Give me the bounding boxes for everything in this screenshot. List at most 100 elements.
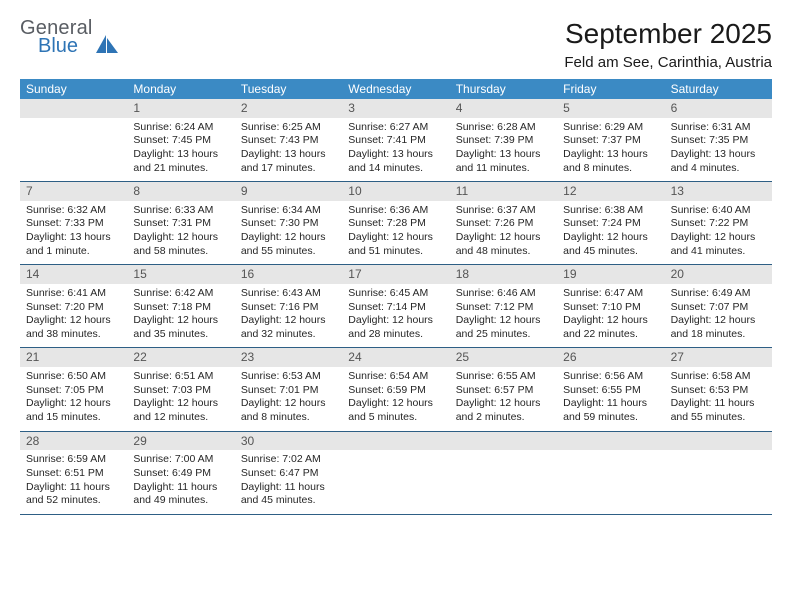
calendar-cell: 14 Sunrise: 6:41 AMSunset: 7:20 PMDayligh…: [20, 265, 127, 348]
sunrise-text: Sunrise: 6:34 AM: [241, 204, 336, 218]
sunrise-text: Sunrise: 6:28 AM: [456, 121, 551, 135]
calendar-cell: 6Sunrise: 6:31 AMSunset: 7:35 PMDaylight…: [665, 99, 772, 182]
day-number: 17: [342, 265, 449, 284]
sunset-text: Sunset: 7:10 PM: [563, 301, 658, 315]
calendar-cell: 17Sunrise: 6:45 AMSunset: 7:14 PMDayligh…: [342, 265, 449, 348]
logo-mark-icon: [95, 32, 119, 54]
day-number: 11: [450, 182, 557, 201]
sunset-text: Sunset: 7:16 PM: [241, 301, 336, 315]
weekday-label: Thursday: [450, 79, 557, 99]
daylight-text: Daylight: 12 hours and 28 minutes.: [348, 314, 443, 341]
daylight-text: Daylight: 12 hours and 51 minutes.: [348, 231, 443, 258]
daylight-text: Daylight: 12 hours and 58 minutes.: [133, 231, 228, 258]
daylight-text: Daylight: 12 hours and 15 minutes.: [26, 397, 121, 424]
daylight-text: Daylight: 12 hours and 38 minutes.: [26, 314, 121, 341]
day-number: 1: [127, 99, 234, 118]
sunrise-text: Sunrise: 6:37 AM: [456, 204, 551, 218]
sunset-text: Sunset: 7:41 PM: [348, 134, 443, 148]
daylight-text: Daylight: 11 hours and 52 minutes.: [26, 481, 121, 508]
sunset-text: Sunset: 7:33 PM: [26, 217, 121, 231]
daylight-text: Daylight: 11 hours and 55 minutes.: [671, 397, 766, 424]
weekday-label: Wednesday: [342, 79, 449, 99]
calendar-page: General Blue September 2025 Feld am See,…: [0, 0, 792, 525]
day-number: 26: [557, 348, 664, 367]
daylight-text: Daylight: 12 hours and 8 minutes.: [241, 397, 336, 424]
sunrise-text: Sunrise: 6:33 AM: [133, 204, 228, 218]
calendar-cell: 22Sunrise: 6:51 AMSunset: 7:03 PMDayligh…: [127, 348, 234, 431]
daylight-text: Daylight: 13 hours and 14 minutes.: [348, 148, 443, 175]
sunset-text: Sunset: 7:03 PM: [133, 384, 228, 398]
sunrise-text: Sunrise: 6:25 AM: [241, 121, 336, 135]
calendar-cell: 24Sunrise: 6:54 AMSunset: 6:59 PMDayligh…: [342, 348, 449, 431]
sunrise-text: Sunrise: 6:46 AM: [456, 287, 551, 301]
day-number: 27: [665, 348, 772, 367]
sunrise-text: Sunrise: 6:32 AM: [26, 204, 121, 218]
sunset-text: Sunset: 7:14 PM: [348, 301, 443, 315]
calendar-grid: 1Sunrise: 6:24 AMSunset: 7:45 PMDaylight…: [20, 99, 772, 515]
daylight-text: Daylight: 13 hours and 8 minutes.: [563, 148, 658, 175]
day-number: 28: [20, 432, 127, 451]
day-number: 3: [342, 99, 449, 118]
day-number: 16: [235, 265, 342, 284]
calendar-cell: 4Sunrise: 6:28 AMSunset: 7:39 PMDaylight…: [450, 99, 557, 182]
sunset-text: Sunset: 7:26 PM: [456, 217, 551, 231]
calendar-cell: 16Sunrise: 6:43 AMSunset: 7:16 PMDayligh…: [235, 265, 342, 348]
day-number: 23: [235, 348, 342, 367]
daylight-text: Daylight: 11 hours and 59 minutes.: [563, 397, 658, 424]
calendar-cell-empty: [342, 432, 449, 515]
sunset-text: Sunset: 7:24 PM: [563, 217, 658, 231]
calendar-cell: 9Sunrise: 6:34 AMSunset: 7:30 PMDaylight…: [235, 182, 342, 265]
sunrise-text: Sunrise: 6:41 AM: [26, 287, 121, 301]
daylight-text: Daylight: 12 hours and 22 minutes.: [563, 314, 658, 341]
sunset-text: Sunset: 6:47 PM: [241, 467, 336, 481]
day-number: 19: [557, 265, 664, 284]
day-number: 20: [665, 265, 772, 284]
location: Feld am See, Carinthia, Austria: [564, 54, 772, 71]
sunset-text: Sunset: 7:20 PM: [26, 301, 121, 315]
day-number: 22: [127, 348, 234, 367]
weekday-label: Monday: [127, 79, 234, 99]
sunset-text: Sunset: 7:12 PM: [456, 301, 551, 315]
day-number: [557, 432, 664, 451]
calendar-cell: 27Sunrise: 6:58 AMSunset: 6:53 PMDayligh…: [665, 348, 772, 431]
calendar-cell: 29Sunrise: 7:00 AMSunset: 6:49 PMDayligh…: [127, 432, 234, 515]
month-title: September 2025: [564, 18, 772, 50]
sunset-text: Sunset: 7:37 PM: [563, 134, 658, 148]
daylight-text: Daylight: 12 hours and 18 minutes.: [671, 314, 766, 341]
day-number: 30: [235, 432, 342, 451]
day-number: [450, 432, 557, 451]
sunset-text: Sunset: 7:18 PM: [133, 301, 228, 315]
day-number: 4: [450, 99, 557, 118]
calendar-cell: 21Sunrise: 6:50 AMSunset: 7:05 PMDayligh…: [20, 348, 127, 431]
sunrise-text: Sunrise: 6:29 AM: [563, 121, 658, 135]
calendar-cell: 26Sunrise: 6:56 AMSunset: 6:55 PMDayligh…: [557, 348, 664, 431]
day-number: 9: [235, 182, 342, 201]
weekday-header-row: SundayMondayTuesdayWednesdayThursdayFrid…: [20, 79, 772, 99]
sunrise-text: Sunrise: 6:27 AM: [348, 121, 443, 135]
sunset-text: Sunset: 7:31 PM: [133, 217, 228, 231]
sunrise-text: Sunrise: 6:55 AM: [456, 370, 551, 384]
calendar-cell: 15Sunrise: 6:42 AMSunset: 7:18 PMDayligh…: [127, 265, 234, 348]
day-number: 13: [665, 182, 772, 201]
day-number: [342, 432, 449, 451]
sunset-text: Sunset: 7:43 PM: [241, 134, 336, 148]
calendar: SundayMondayTuesdayWednesdayThursdayFrid…: [20, 79, 772, 515]
sunrise-text: Sunrise: 6:31 AM: [671, 121, 766, 135]
daylight-text: Daylight: 11 hours and 45 minutes.: [241, 481, 336, 508]
day-number: 14: [20, 265, 127, 284]
calendar-cell: 10Sunrise: 6:36 AMSunset: 7:28 PMDayligh…: [342, 182, 449, 265]
sunrise-text: Sunrise: 6:49 AM: [671, 287, 766, 301]
daylight-text: Daylight: 12 hours and 48 minutes.: [456, 231, 551, 258]
sunrise-text: Sunrise: 6:50 AM: [26, 370, 121, 384]
sunrise-text: Sunrise: 7:02 AM: [241, 453, 336, 467]
sunrise-text: Sunrise: 6:53 AM: [241, 370, 336, 384]
sunset-text: Sunset: 7:39 PM: [456, 134, 551, 148]
sunrise-text: Sunrise: 6:47 AM: [563, 287, 658, 301]
day-number: 29: [127, 432, 234, 451]
calendar-cell: 3 Sunrise: 6:27 AMSunset: 7:41 PMDaylight…: [342, 99, 449, 182]
sunrise-text: Sunrise: 6:36 AM: [348, 204, 443, 218]
daylight-text: Daylight: 12 hours and 41 minutes.: [671, 231, 766, 258]
day-number: 6: [665, 99, 772, 118]
sunrise-text: Sunrise: 6:24 AM: [133, 121, 228, 135]
sunrise-text: Sunrise: 7:00 AM: [133, 453, 228, 467]
